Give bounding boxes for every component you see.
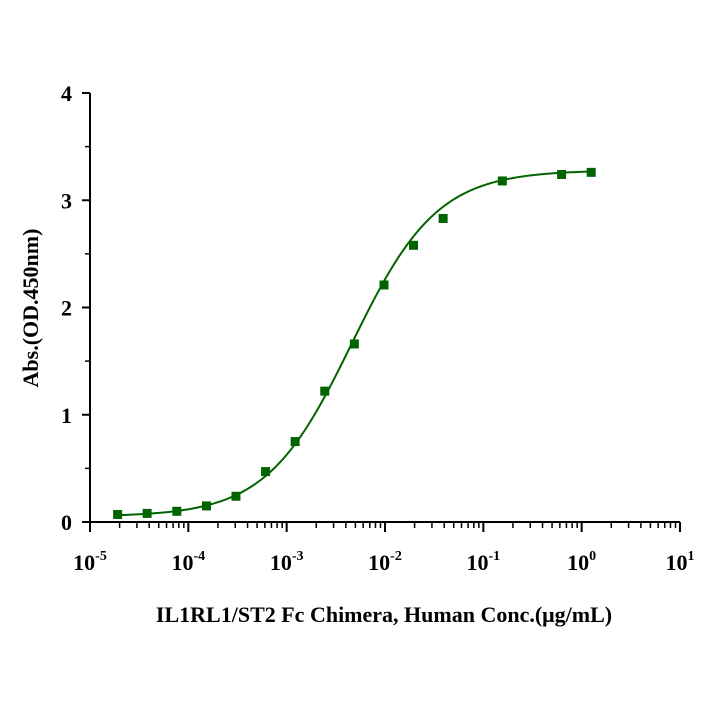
fit-curve-layer — [117, 170, 592, 517]
y-tick-label: 4 — [61, 81, 72, 106]
data-point — [379, 280, 389, 290]
x-tick-base: 10 — [368, 550, 390, 575]
x-tick-exponent: -1 — [488, 549, 500, 564]
x-tick-label: 10-4 — [171, 549, 205, 575]
x-tick-label: 10-1 — [466, 549, 500, 575]
y-tick-label: 2 — [61, 296, 72, 321]
data-point — [497, 176, 507, 186]
x-tick-exponent: 0 — [589, 549, 596, 564]
data-point — [290, 437, 300, 447]
x-tick-exponent: 1 — [688, 549, 695, 564]
x-tick-base: 10 — [666, 550, 688, 575]
x-tick-label: 10-2 — [368, 549, 402, 575]
y-tick-label: 1 — [61, 403, 72, 428]
x-tick-base: 10 — [567, 550, 589, 575]
x-tick-base: 10 — [270, 550, 292, 575]
data-points-layer — [113, 167, 596, 519]
x-tick-label: 10-5 — [73, 549, 107, 575]
fit-curve — [117, 170, 592, 517]
data-point — [201, 501, 211, 511]
data-point — [142, 508, 152, 518]
x-axis-label: IL1RL1/ST2 Fc Chimera, Human Conc.(μg/mL… — [156, 602, 612, 627]
x-tick-label: 10-3 — [270, 549, 304, 575]
data-point — [586, 167, 596, 177]
x-tick-exponent: -5 — [95, 549, 107, 564]
data-point — [438, 213, 448, 223]
data-point — [349, 339, 359, 349]
y-tick-label: 0 — [61, 510, 72, 535]
data-point — [409, 240, 419, 250]
y-tick-label: 3 — [61, 188, 72, 213]
x-tick-labels: 10-5 10-4 10-3 10-2 10-1 100 101 — [73, 549, 694, 575]
data-point — [557, 170, 567, 180]
data-point — [261, 467, 271, 477]
x-tick-base: 10 — [171, 550, 193, 575]
x-tick-exponent: -2 — [390, 549, 402, 564]
data-point — [320, 386, 330, 396]
y-tick-labels: 0 1 2 3 4 — [61, 81, 72, 535]
data-point — [113, 509, 123, 519]
x-tick-exponent: -4 — [193, 549, 205, 564]
axes — [82, 92, 681, 532]
x-tick-base: 10 — [466, 550, 488, 575]
x-tick-label: 100 — [567, 549, 596, 575]
x-tick-exponent: -3 — [292, 549, 304, 564]
data-point — [231, 491, 241, 501]
x-tick-base: 10 — [73, 550, 95, 575]
data-point — [172, 506, 182, 516]
x-tick-label: 101 — [666, 549, 695, 575]
y-axis-label: Abs.(OD.450nm) — [18, 229, 43, 388]
